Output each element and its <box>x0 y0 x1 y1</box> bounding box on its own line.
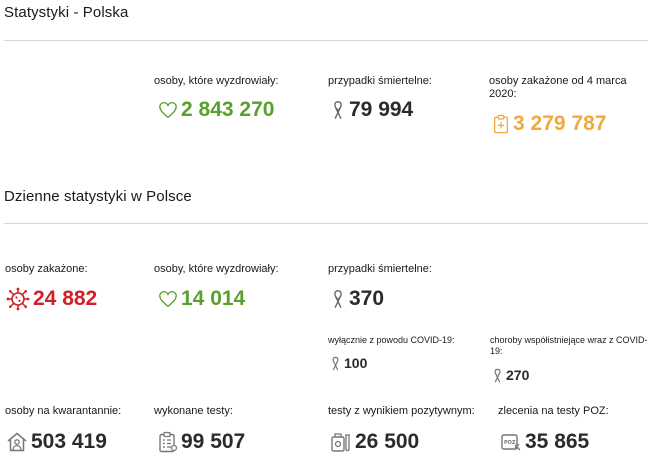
deaths-comorbid-stat: 270 <box>492 367 529 383</box>
daily-recovered-value: 14 014 <box>181 287 246 310</box>
test-tube-icon <box>330 431 352 453</box>
total-deaths-stat: 79 994 <box>330 98 413 122</box>
quarantine-stat: 503 419 <box>6 430 107 454</box>
divider <box>4 223 648 224</box>
daily-infected-label: osoby zakażone: <box>5 263 88 275</box>
heart-icon <box>158 290 178 308</box>
quarantine-label: osoby na kwarantannie: <box>5 405 122 417</box>
house-person-icon <box>6 431 28 453</box>
section-title-poland: Statystyki - Polska <box>4 4 129 21</box>
total-infected-value: 3 279 787 <box>513 112 607 135</box>
total-recovered-stat: 2 843 270 <box>158 98 274 122</box>
total-infected-label: osoby zakażone od 4 marca 2020: <box>489 75 627 100</box>
clipboard-list-icon <box>158 431 178 453</box>
poz-card-icon: POZ <box>500 431 522 453</box>
divider <box>4 40 648 41</box>
deaths-comorbid-label: choroby współistniejące wraz z COVID-19: <box>490 335 648 356</box>
ribbon-icon <box>330 100 346 120</box>
tests-stat: 99 507 <box>158 430 245 454</box>
total-deaths-value: 79 994 <box>349 98 414 121</box>
virus-icon <box>6 287 30 311</box>
quarantine-value: 503 419 <box>31 430 107 453</box>
daily-deaths-value: 370 <box>349 287 385 310</box>
tests-label: wykonane testy: <box>154 405 233 417</box>
clipboard-plus-icon <box>492 114 510 134</box>
deaths-covid-only-label: wyłącznie z powodu COVID-19: <box>328 335 455 345</box>
poz-orders-label: zlecenia na testy POZ: <box>498 405 609 417</box>
daily-infected-value: 24 882 <box>33 287 98 310</box>
total-recovered-value: 2 843 270 <box>181 98 275 121</box>
daily-recovered-stat: 14 014 <box>158 287 245 311</box>
daily-infected-stat: 24 882 <box>6 287 97 311</box>
ribbon-icon <box>492 368 503 383</box>
tests-value: 99 507 <box>181 430 246 453</box>
ribbon-icon <box>330 289 346 309</box>
positive-tests-value: 26 500 <box>355 430 420 453</box>
total-recovered-label: osoby, które wyzdrowiały: <box>154 75 279 87</box>
poz-orders-stat: POZ 35 865 <box>500 430 589 454</box>
poz-orders-value: 35 865 <box>525 430 590 453</box>
total-deaths-label: przypadki śmiertelne: <box>328 75 432 87</box>
total-infected-stat: 3 279 787 <box>492 112 606 136</box>
positive-tests-label: testy z wynikiem pozytywnym: <box>328 405 475 417</box>
heart-icon <box>158 101 178 119</box>
deaths-comorbid-value: 270 <box>506 367 530 383</box>
positive-tests-stat: 26 500 <box>330 430 419 454</box>
deaths-covid-only-value: 100 <box>344 355 368 371</box>
svg-text:POZ: POZ <box>504 440 516 446</box>
daily-deaths-stat: 370 <box>330 287 384 311</box>
deaths-covid-only-stat: 100 <box>330 355 367 371</box>
daily-recovered-label: osoby, które wyzdrowiały: <box>154 263 279 275</box>
ribbon-icon <box>330 356 341 371</box>
daily-deaths-label: przypadki śmiertelne: <box>328 263 432 275</box>
section-title-daily: Dzienne statystyki w Polsce <box>4 188 192 205</box>
